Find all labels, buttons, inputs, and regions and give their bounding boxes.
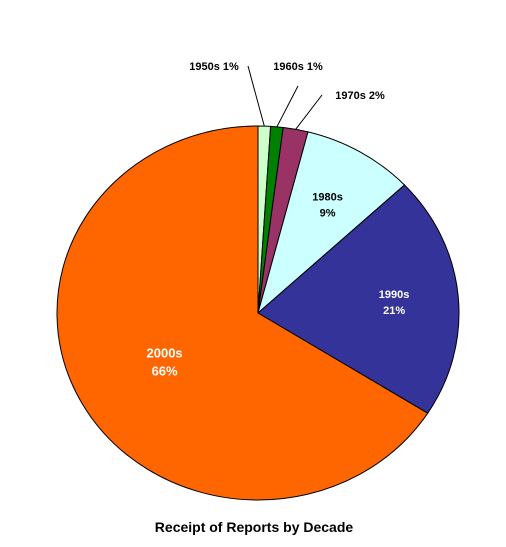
leader-lines [247, 65, 323, 130]
leader-line-1950s [247, 65, 265, 127]
pie-slice-2000s [56, 125, 429, 501]
slice-labels: 1950s 1% 1960s 1% 1970s 2% 1980s 9% 1990s 21% 2… [147, 61, 410, 379]
pie-slice-1990s [257, 184, 460, 414]
pie-slice-1980s [257, 131, 406, 315]
slice-label-1980s-category: 1980s [312, 192, 343, 204]
slice-label-1990s-category: 1990s [379, 289, 410, 301]
leader-line-1970s [295, 94, 323, 130]
slice-label-2000s-category: 2000s [147, 346, 183, 361]
pie-slices [56, 125, 460, 501]
slice-label-2000s-percent: 66% [152, 364, 178, 379]
slice-label-1970s: 1970s 2% [335, 90, 385, 102]
slice-label-1950s: 1950s 1% [189, 61, 239, 73]
leader-line-1960s [276, 85, 299, 128]
chart-title: Receipt of Reports by Decade [155, 519, 354, 535]
slice-label-1960s: 1960s 1% [273, 61, 323, 73]
slice-label-1990s-percent: 21% [383, 305, 405, 317]
slice-label-1980s-percent: 9% [320, 208, 336, 220]
